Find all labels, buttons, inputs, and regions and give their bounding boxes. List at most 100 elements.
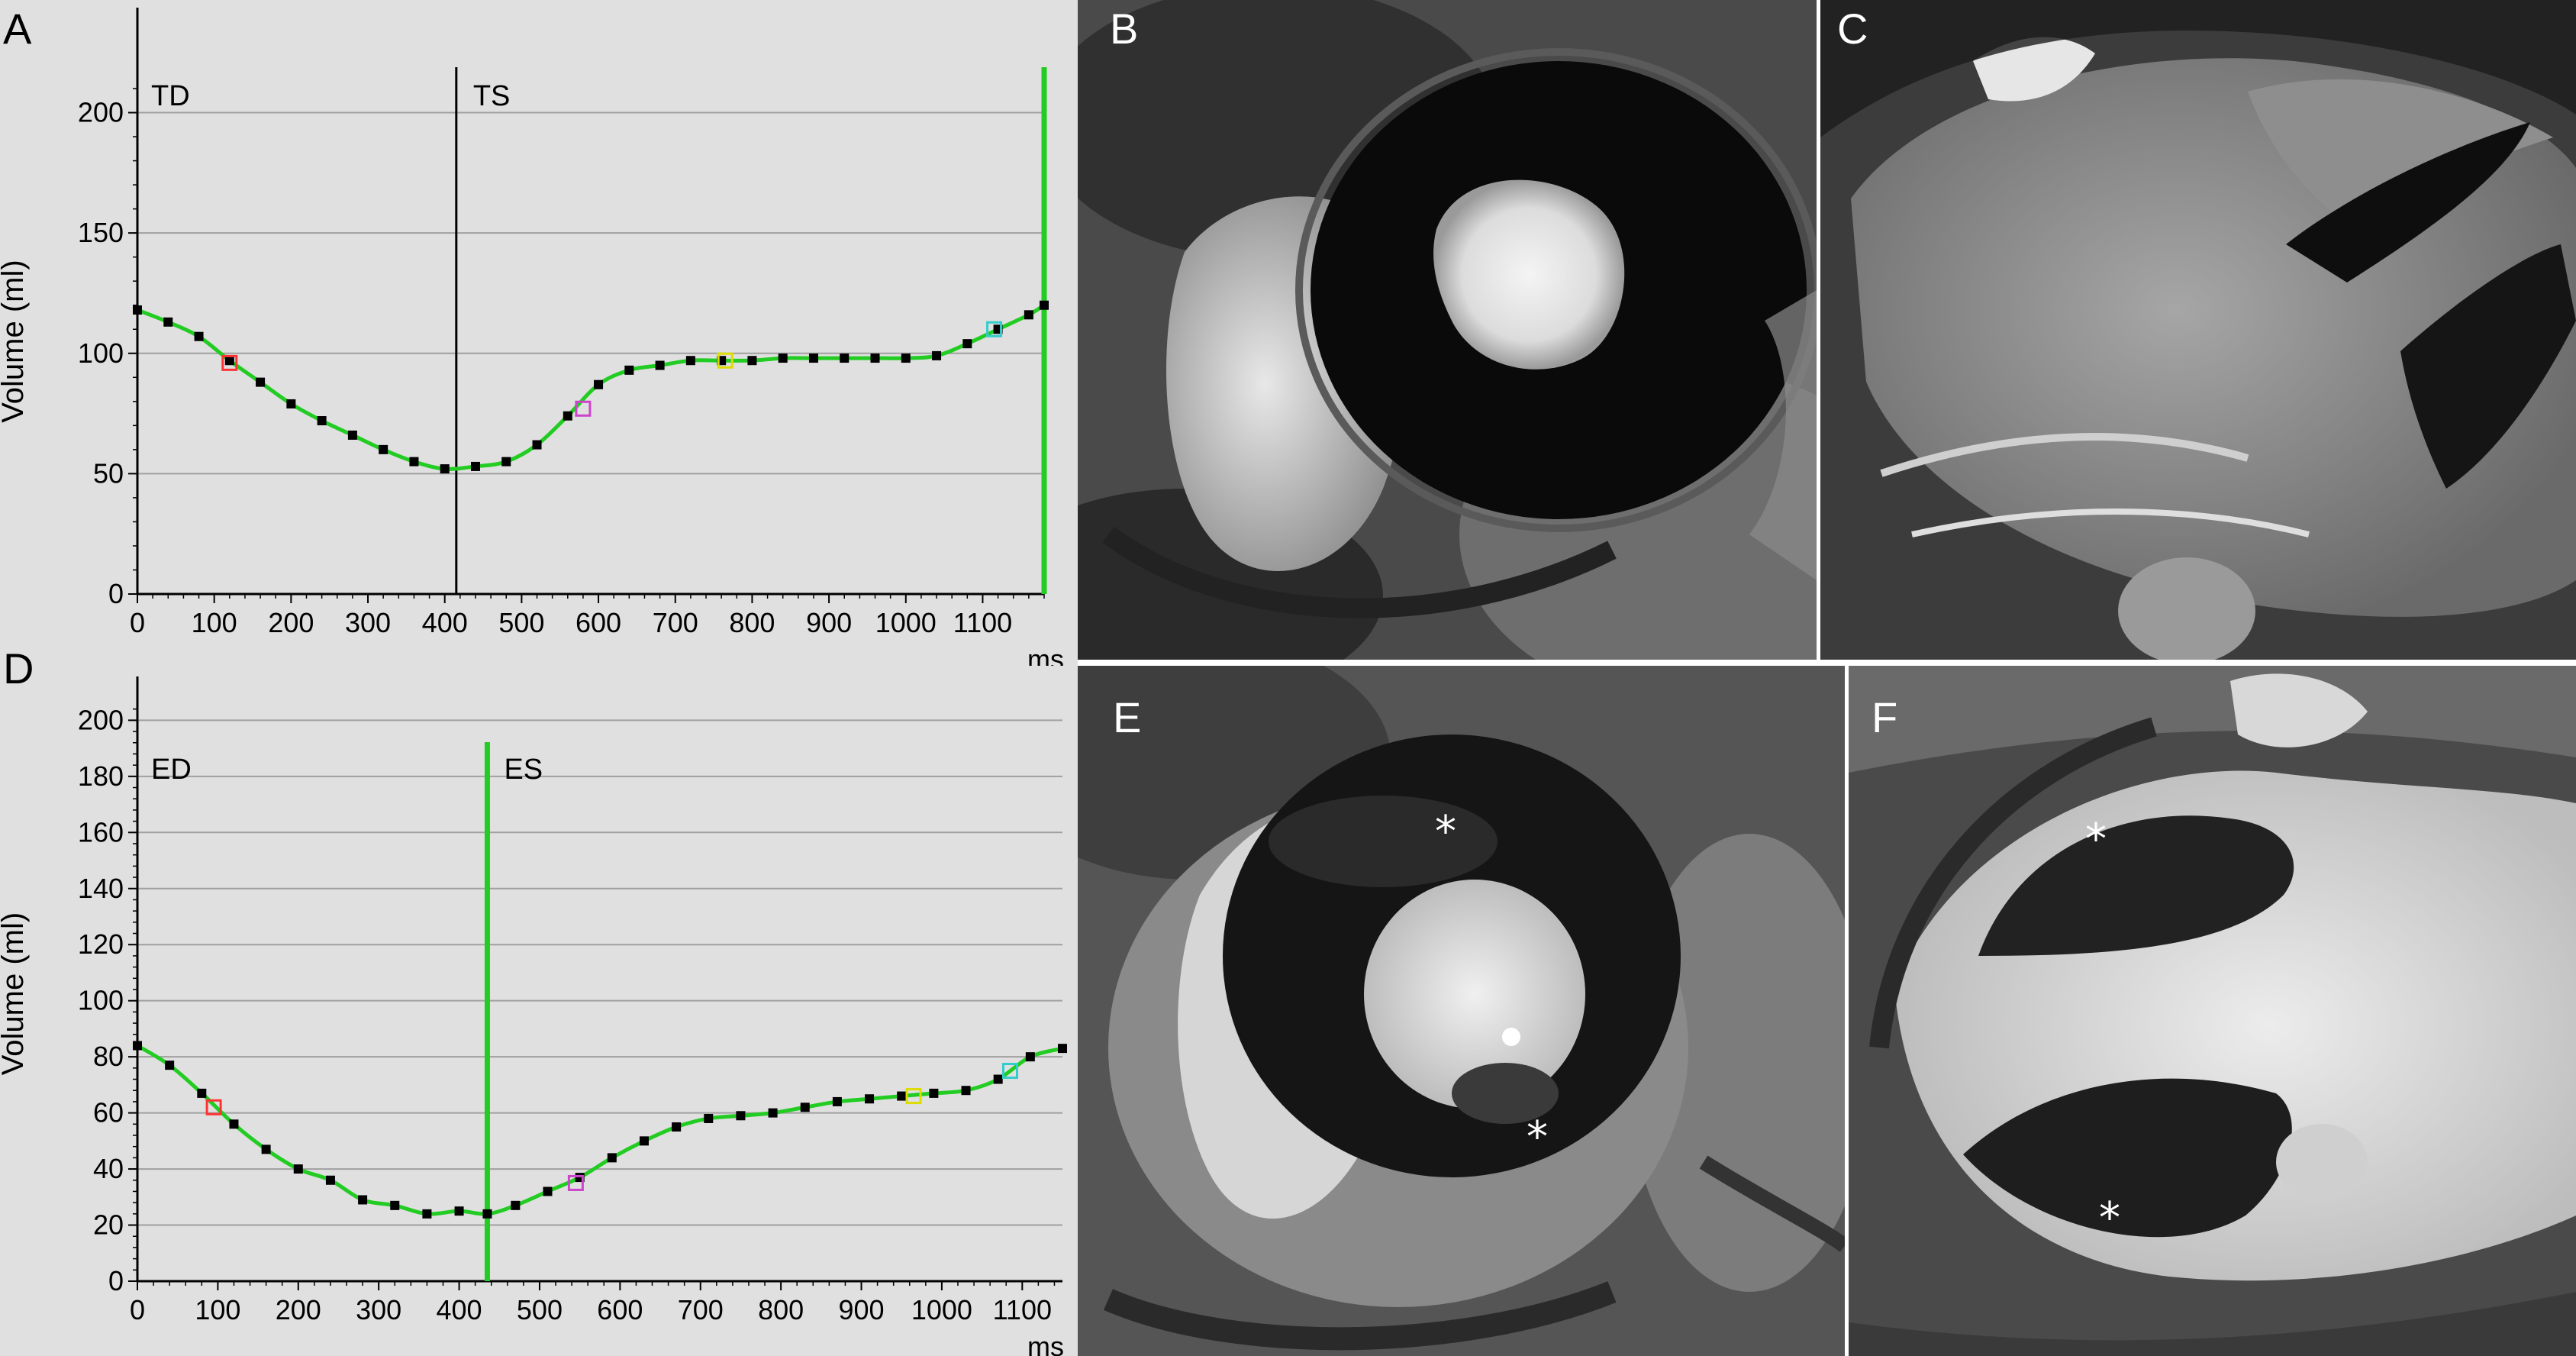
data-point [993, 1074, 1003, 1084]
data-point [747, 356, 757, 366]
x-axis-label: ms [1027, 1331, 1064, 1356]
data-point [256, 377, 266, 387]
x-tick-label: 800 [729, 607, 775, 638]
data-point [897, 1091, 907, 1101]
y-tick-label: 50 [93, 457, 124, 489]
phase-annotation: TS [473, 80, 511, 112]
data-point [1025, 1052, 1035, 1062]
data-point [736, 1111, 746, 1121]
panel-label-f: F [1872, 693, 1898, 741]
mri-panel-e: E * * [1078, 666, 1845, 1356]
data-point [961, 1086, 971, 1096]
data-point [229, 1119, 239, 1129]
volume-chart-d: 0 20 40 60 80 100 120 140 160 180 200 0 100 200 300 400… [0, 666, 1078, 1356]
panel-label-b: B [1110, 5, 1139, 53]
x-tick-label: 900 [838, 1294, 884, 1325]
mri-image-b [1078, 0, 1817, 660]
data-point [532, 440, 542, 450]
y-tick-label: 80 [93, 1041, 124, 1072]
x-tick-label: 600 [597, 1294, 643, 1325]
data-point [962, 339, 972, 349]
data-point [358, 1195, 368, 1205]
phase-marker [575, 400, 592, 417]
asterisk-marker: * [2099, 1193, 2120, 1243]
data-point [454, 1206, 464, 1216]
y-tick-label: 20 [93, 1209, 124, 1241]
data-point [865, 1094, 875, 1104]
data-point [325, 1175, 335, 1185]
data-point [543, 1186, 553, 1196]
data-point [422, 1209, 432, 1219]
x-tick-label: 0 [130, 1294, 145, 1325]
mri-panel-c: C [1820, 0, 2576, 660]
data-point [1058, 1044, 1067, 1054]
data-point [501, 457, 511, 467]
phase-annotation: ED [151, 754, 192, 786]
data-point [840, 354, 850, 363]
x-tick-label: 400 [437, 1294, 482, 1325]
y-tick-label: 150 [78, 217, 124, 248]
data-point [768, 1108, 778, 1118]
data-point [224, 356, 234, 366]
x-tick-label: 800 [758, 1294, 804, 1325]
y-tick-label: 40 [93, 1153, 124, 1184]
panel-label-a: A [3, 5, 32, 53]
data-point [317, 416, 327, 426]
x-tick-label: 100 [195, 1294, 240, 1325]
x-tick-label: 500 [498, 607, 544, 638]
volume-chart-a: 0 50 100 150 200 0 100 200 300 400 500 600 700 800 900… [0, 0, 1078, 666]
x-tick-label: 700 [653, 607, 698, 638]
y-tick-label: 0 [108, 578, 124, 609]
y-tick-label: 60 [93, 1097, 124, 1128]
y-tick-label: 200 [78, 704, 124, 735]
x-tick-label: 1000 [875, 607, 937, 638]
y-tick-label: 140 [78, 873, 124, 904]
phase-marker [205, 1099, 222, 1115]
data-point [563, 411, 572, 421]
x-axis-label: ms [1027, 644, 1064, 666]
x-tick-label: 1100 [993, 1294, 1052, 1325]
y-tick-label: 160 [78, 816, 124, 848]
phase-marker [905, 1088, 922, 1105]
y-tick-label: 200 [78, 97, 124, 128]
data-point [929, 1088, 939, 1098]
data-point [165, 1061, 175, 1070]
data-point [655, 360, 665, 370]
asterisk-marker: * [2085, 815, 2107, 864]
data-point [1040, 300, 1049, 310]
phase-annotation: ES [504, 754, 543, 786]
data-point [163, 317, 173, 327]
data-point [778, 354, 788, 363]
x-tick-label: 300 [345, 607, 391, 638]
data-point [482, 1209, 492, 1219]
data-point [261, 1145, 271, 1154]
x-tick-label: 400 [422, 607, 468, 638]
panel-label-d: D [3, 644, 34, 693]
phase-marker [221, 354, 238, 371]
data-point [293, 1164, 303, 1174]
panel-label-e: E [1113, 693, 1142, 741]
y-tick-label: 100 [78, 337, 124, 369]
data-point [1024, 310, 1033, 320]
phase-marker [567, 1174, 584, 1191]
data-point [832, 1096, 842, 1106]
x-tick-label: 1000 [911, 1294, 972, 1325]
mri-image-e [1078, 666, 1845, 1356]
x-tick-label: 0 [130, 607, 145, 638]
x-tick-label: 700 [678, 1294, 724, 1325]
y-tick-label: 120 [78, 928, 124, 960]
phase-annotation: TD [151, 80, 190, 112]
chart-background [0, 666, 1078, 1356]
data-point [379, 444, 388, 454]
data-point [704, 1113, 714, 1123]
x-tick-label: 600 [575, 607, 621, 638]
phase-marker [1001, 1063, 1018, 1080]
data-point [639, 1136, 649, 1146]
x-tick-label: 200 [276, 1294, 321, 1325]
data-point [870, 354, 880, 363]
data-point [624, 365, 634, 375]
data-point [409, 457, 419, 467]
mri-image-f [1849, 666, 2576, 1356]
y-tick-label: 180 [78, 760, 124, 792]
